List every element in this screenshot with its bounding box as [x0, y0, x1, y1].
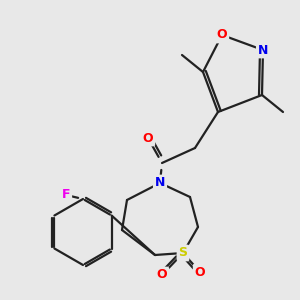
- Text: O: O: [143, 131, 153, 145]
- Text: N: N: [258, 44, 268, 56]
- Text: O: O: [195, 266, 205, 278]
- Text: N: N: [155, 176, 165, 190]
- Text: S: S: [178, 247, 188, 260]
- Text: F: F: [62, 188, 70, 202]
- Text: O: O: [157, 268, 167, 281]
- Text: O: O: [217, 28, 227, 41]
